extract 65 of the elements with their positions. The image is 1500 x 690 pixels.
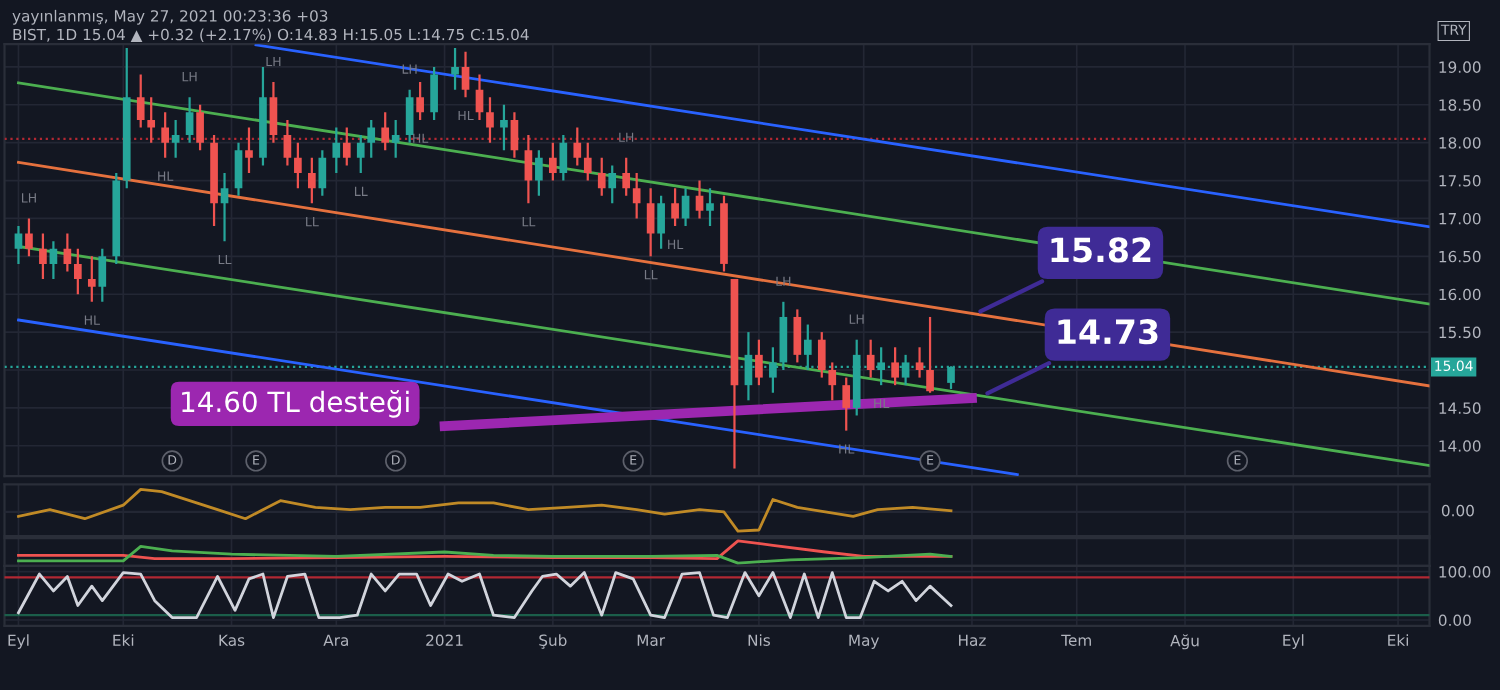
candlestick: [220, 171, 229, 243]
candlestick: [39, 232, 47, 281]
candlestick: [430, 65, 438, 122]
candlestick: [891, 346, 899, 387]
candlestick: [14, 224, 23, 266]
candlestick: [367, 118, 376, 159]
candlestick: [234, 141, 243, 197]
candlestick: [63, 232, 72, 273]
candlestick: [510, 111, 519, 159]
candlestick: [74, 247, 82, 296]
candlestick: [646, 187, 655, 258]
candlestick: [695, 179, 704, 220]
candlestick: [866, 338, 875, 379]
candlestick: [98, 247, 107, 303]
candlestick: [245, 126, 253, 175]
candlestick: [136, 73, 145, 129]
candlestick: [461, 50, 470, 99]
candlestick: [535, 149, 543, 197]
candlestick: [25, 217, 33, 258]
candlestick: [308, 156, 316, 205]
candlestick: [269, 80, 278, 144]
candlestick: [915, 346, 924, 379]
candlestick: [283, 118, 292, 167]
candlestick: [779, 300, 788, 372]
candlestick: [817, 331, 826, 379]
candlestick: [416, 80, 424, 122]
candlestick: [524, 133, 533, 205]
candlestick: [342, 126, 351, 167]
candlestick: [381, 111, 390, 152]
candlestick: [486, 96, 494, 144]
candlestick: [391, 118, 400, 159]
candlestick: [405, 88, 414, 144]
candlestick: [147, 96, 156, 144]
candlestick: [500, 103, 508, 152]
candlestick: [926, 315, 934, 394]
candlestick: [171, 118, 180, 159]
candlestick: [318, 149, 327, 197]
annotation: 15.82: [1051, 237, 1151, 263]
candlestick: [356, 133, 365, 175]
candlestick: [622, 156, 631, 197]
candlestick: [49, 240, 58, 281]
candlestick: [755, 338, 763, 387]
candlestick: [793, 308, 802, 364]
line-series: [17, 571, 953, 619]
candlestick: [842, 376, 851, 432]
candlestick: [196, 103, 204, 152]
candlestick: [657, 194, 665, 250]
candlestick: [185, 96, 194, 144]
annotation: 14.73: [1058, 319, 1158, 345]
candlestick: [597, 156, 606, 197]
candlestick: [573, 126, 582, 167]
annotation: 14.60 TL desteği: [182, 390, 409, 418]
candlestick: [87, 255, 96, 303]
candlestick: [608, 164, 617, 205]
candlestick: [632, 171, 641, 220]
candlestick: [451, 46, 459, 91]
candlestick: [828, 361, 837, 402]
candlestick: [549, 141, 557, 182]
candlestick: [583, 141, 592, 182]
candlestick: [559, 133, 568, 182]
candlestick: [294, 141, 302, 190]
candlestick: [671, 187, 679, 228]
candlestick: [161, 111, 169, 159]
candlestick: [706, 187, 714, 228]
candlestick: [332, 126, 341, 175]
